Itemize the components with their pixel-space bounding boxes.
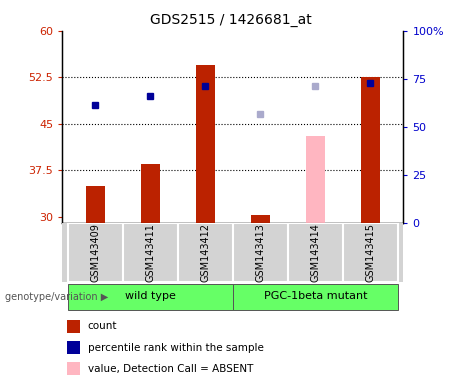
Bar [123,223,178,282]
Text: GSM143409: GSM143409 [90,223,100,282]
Bar [86,185,105,223]
Bar [233,284,398,310]
Bar [306,136,325,223]
Text: GSM143414: GSM143414 [310,223,320,282]
Text: percentile rank within the sample: percentile rank within the sample [88,343,264,353]
Text: value, Detection Call = ABSENT: value, Detection Call = ABSENT [88,364,253,374]
Text: GSM143411: GSM143411 [145,223,155,282]
Text: genotype/variation ▶: genotype/variation ▶ [5,291,108,302]
Bar [361,77,380,223]
Bar [288,223,343,282]
Bar [251,215,270,223]
Text: GDS2515 / 1426681_at: GDS2515 / 1426681_at [150,13,311,27]
Text: count: count [88,321,117,331]
Bar [233,223,288,282]
Text: GSM143415: GSM143415 [366,223,375,282]
Bar [343,223,398,282]
Text: GSM143412: GSM143412 [200,223,210,282]
Bar [68,284,233,310]
Bar [141,164,160,223]
Text: PGC-1beta mutant: PGC-1beta mutant [264,291,367,301]
Bar [195,65,215,223]
Bar [178,223,233,282]
Text: GSM143413: GSM143413 [255,223,266,282]
Text: wild type: wild type [125,291,176,301]
Bar [68,223,123,282]
